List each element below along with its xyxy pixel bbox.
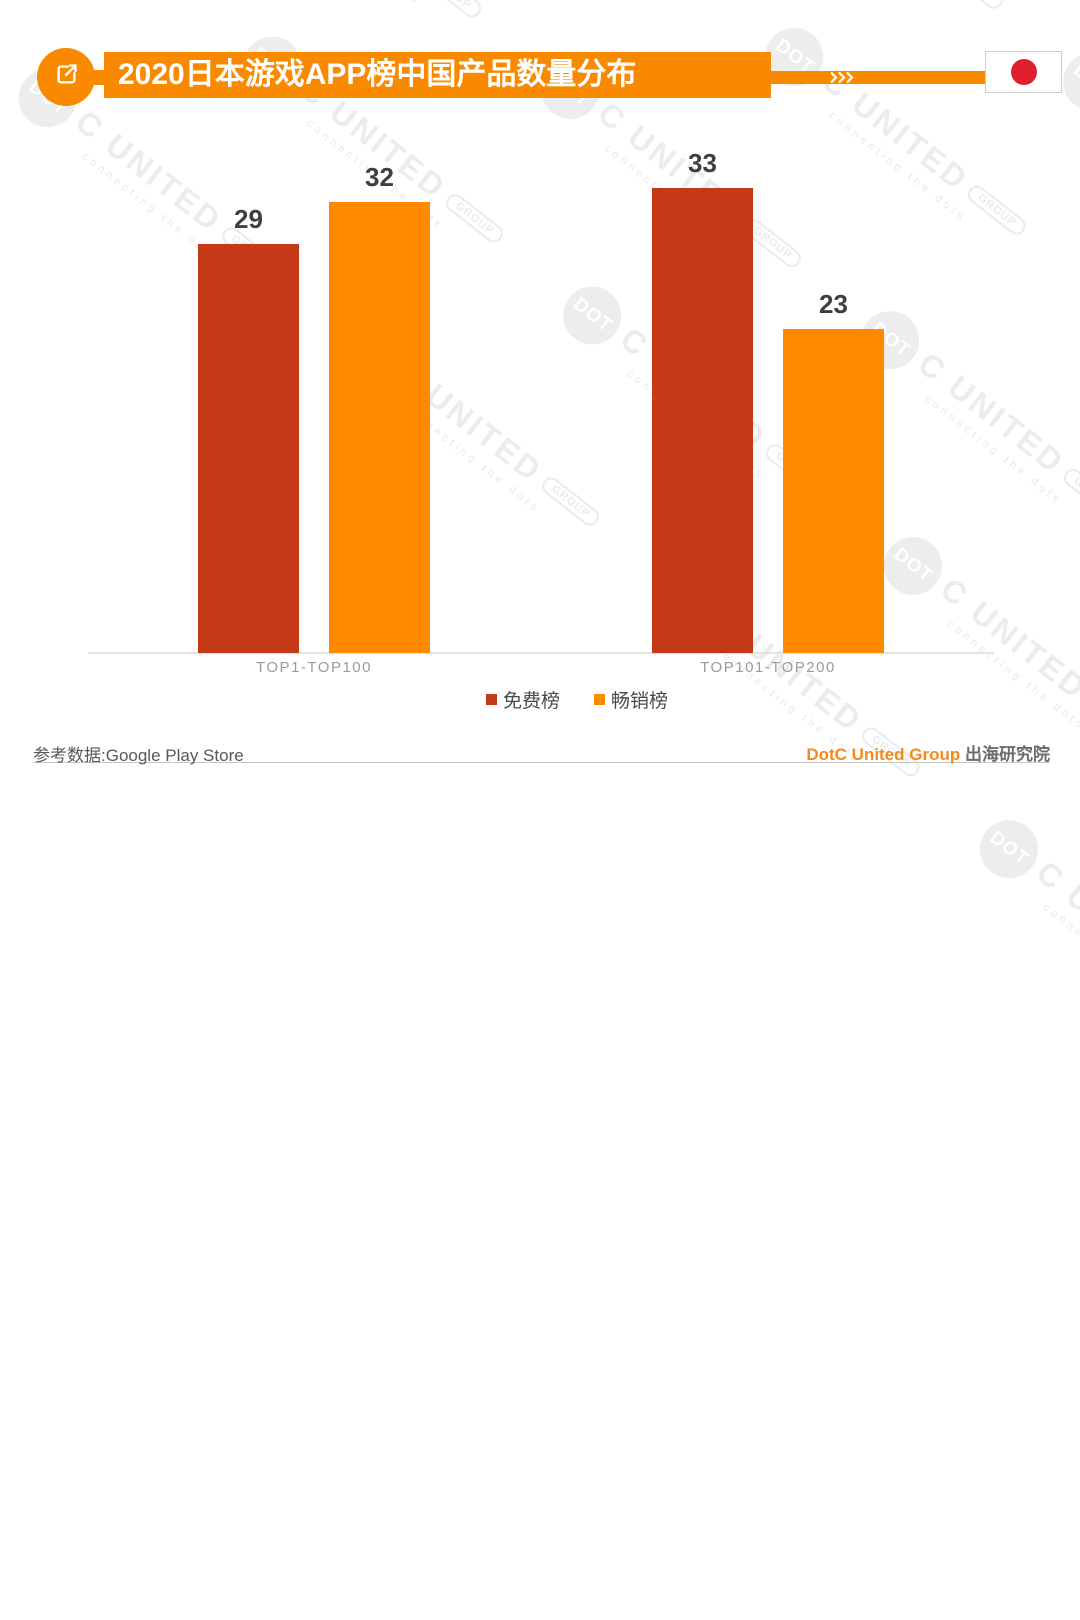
flag-sun-disc	[1010, 59, 1037, 85]
legend-item: 免费榜	[485, 686, 560, 713]
value-label: 29	[234, 204, 263, 234]
x-axis-line	[88, 652, 994, 654]
footer-divider	[33, 762, 1050, 763]
legend-swatch	[594, 694, 605, 705]
brand-name: DotC United Group	[806, 745, 961, 764]
bar	[652, 188, 753, 653]
legend-label: 免费榜	[502, 691, 560, 712]
value-label: 23	[819, 289, 848, 319]
value-label: 32	[365, 162, 394, 192]
legend-item: 畅销榜	[594, 686, 668, 713]
chart-legend: 免费榜 畅销榜	[0, 686, 1080, 713]
legend-swatch	[485, 694, 497, 705]
data-source-note: 参考数据:Google Play Store	[33, 746, 244, 765]
x-axis-label: TOP101-TOP200	[700, 659, 836, 676]
bar	[783, 329, 884, 653]
bar-chart: 29 32 TOP1-TOP100 33 23 TOP101-TOP200	[88, 148, 994, 676]
brand-credit: DotC United Group 出海研究院	[806, 740, 1050, 765]
bar	[329, 202, 430, 653]
brand-suffix: 出海研究院	[965, 745, 1050, 764]
legend-label: 畅销榜	[611, 691, 669, 712]
value-label: 33	[688, 148, 717, 178]
x-axis-label: TOP1-TOP100	[256, 659, 372, 676]
bar	[198, 244, 299, 653]
